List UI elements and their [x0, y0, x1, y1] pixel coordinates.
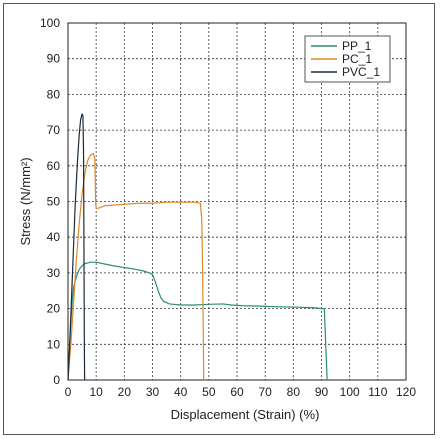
- x-tick-label: 30: [146, 385, 160, 399]
- y-tick-label: 100: [40, 16, 60, 30]
- legend-label-pvc-1: PVC_1: [342, 65, 380, 79]
- y-tick-label: 80: [47, 87, 61, 101]
- y-tick-label: 30: [47, 266, 61, 280]
- series-line-pc-1: [67, 152, 205, 381]
- y-tick-label: 20: [47, 302, 61, 316]
- x-tick-label: 90: [315, 385, 329, 399]
- y-axis-title: Stress (N/mm²): [18, 157, 33, 245]
- x-tick-label: 0: [65, 385, 72, 399]
- x-tick-label: 120: [396, 385, 416, 399]
- x-tick-label: 70: [258, 385, 272, 399]
- x-tick-label: 10: [89, 385, 103, 399]
- legend-label-pc-1: PC_1: [342, 52, 372, 66]
- x-tick-label: 50: [202, 385, 216, 399]
- y-tick-label: 10: [47, 337, 61, 351]
- series-line-pvc-1: [67, 113, 86, 381]
- y-tick-label: 90: [47, 52, 61, 66]
- x-tick-label: 100: [340, 385, 360, 399]
- y-tick-label: 70: [47, 123, 61, 137]
- x-axis-title: Displacement (Strain) (%): [171, 407, 320, 422]
- y-tick-label: 50: [47, 195, 61, 209]
- legend-label-pp-1: PP_1: [342, 39, 372, 53]
- x-tick-label: 110: [368, 385, 387, 399]
- y-tick-label: 40: [47, 230, 61, 244]
- x-tick-label: 20: [118, 385, 132, 399]
- plot-area-border: [67, 22, 407, 381]
- series-line-pp-1: [67, 261, 328, 381]
- y-tick-label: 60: [47, 159, 61, 173]
- x-tick-label: 80: [287, 385, 301, 399]
- x-tick-label: 60: [230, 385, 244, 399]
- x-tick-label: 40: [174, 385, 188, 399]
- y-tick-label: 0: [53, 373, 60, 387]
